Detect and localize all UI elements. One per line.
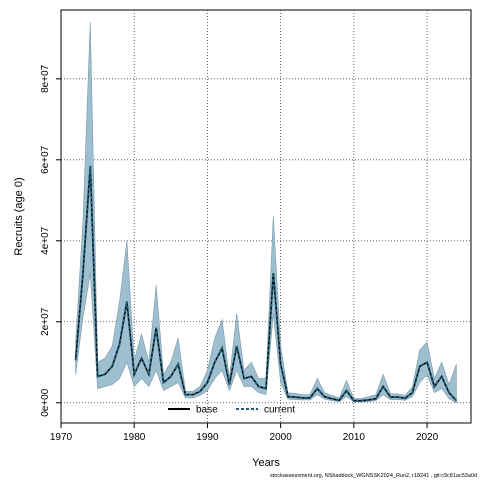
footer-source-text: stockassessment.org, NShaddock_WGNSSK202… (270, 473, 477, 479)
y-tick-label: 4e+07 (40, 226, 51, 255)
series-lines (74, 165, 458, 402)
y-axis-ticks: 0e+00 2e+07 4e+07 6e+07 8e+07 (40, 64, 61, 417)
y-tick-label: 6e+07 (40, 145, 51, 174)
legend-label-current: current (264, 405, 295, 416)
x-tick-label: 2000 (270, 432, 293, 443)
legend-label-base: base (196, 405, 218, 416)
series-line-current (74, 165, 458, 402)
y-tick-label: 0e+00 (40, 388, 51, 417)
grid-lines (61, 10, 471, 423)
x-tick-label: 2010 (343, 432, 366, 443)
series-line-base (74, 165, 457, 402)
x-tick-label: 1980 (123, 432, 146, 443)
x-tick-label: 1990 (196, 432, 219, 443)
x-tick-label: 1970 (50, 432, 73, 443)
confidence-band (75, 22, 457, 404)
legend: base current (168, 405, 295, 416)
y-axis-title: Recruits (age 0) (13, 177, 25, 255)
x-axis-title: Years (252, 457, 280, 469)
y-tick-label: 8e+07 (40, 64, 51, 93)
y-tick-label: 2e+07 (40, 307, 51, 336)
x-axis-ticks: 1970 1980 1990 2000 2010 2020 (50, 423, 439, 443)
plot-frame (60, 9, 472, 424)
x-tick-label: 2020 (416, 432, 439, 443)
